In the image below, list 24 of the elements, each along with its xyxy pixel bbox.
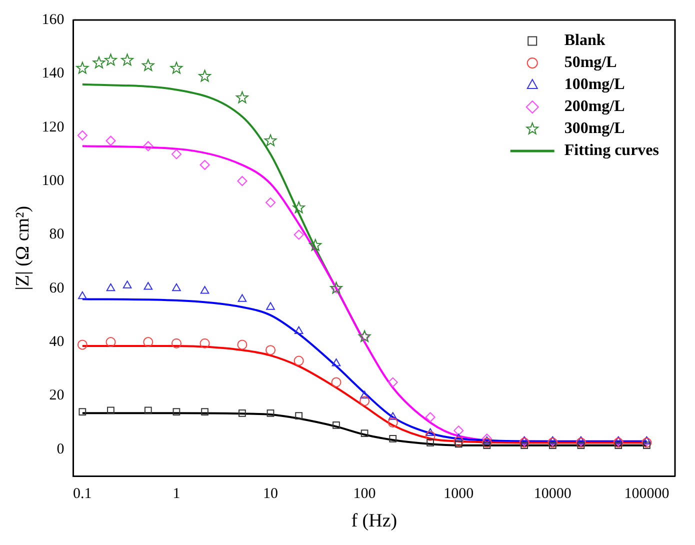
- y-axis-title: |Z| (Ω cm²): [12, 206, 34, 290]
- legend-label: 50mg/L: [564, 54, 617, 72]
- y-tick-label: 20: [49, 388, 64, 404]
- legend-label: Fitting curves: [564, 142, 660, 160]
- y-tick-label: 80: [49, 226, 64, 243]
- x-tick-label: 1: [172, 486, 180, 502]
- legend-label: 200mg/L: [564, 98, 625, 116]
- y-tick-label: 60: [49, 280, 64, 296]
- legend-label: 100mg/L: [564, 76, 625, 94]
- y-tick-label: 0: [56, 441, 64, 458]
- y-tick-label: 40: [49, 334, 64, 350]
- x-tick-label: 100: [353, 486, 376, 502]
- y-tick-label: 120: [42, 119, 64, 136]
- legend-label: Blank: [564, 32, 606, 50]
- x-tick-label: 0.1: [73, 486, 92, 502]
- legend-label: 300mg/L: [564, 120, 625, 138]
- x-tick-label: 10000: [534, 486, 572, 502]
- x-tick-label: 10: [263, 486, 278, 502]
- x-tick-label: 1000: [444, 486, 474, 502]
- y-tick-label: 160: [42, 12, 64, 28]
- y-tick-label: 100: [42, 172, 64, 189]
- x-tick-label: 100000: [624, 486, 670, 502]
- x-axis-title: f (Hz): [351, 510, 398, 532]
- y-tick-label: 140: [42, 66, 64, 82]
